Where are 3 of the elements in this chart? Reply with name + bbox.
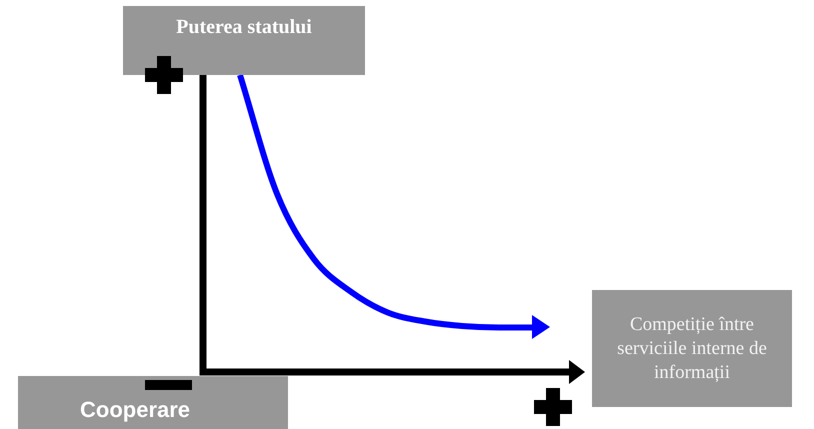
y-axis-title: Puterea statului (123, 6, 365, 75)
text: Cooperare (18, 376, 288, 429)
x-axis-title: Competiție între serviciile interne de informații (592, 290, 792, 407)
